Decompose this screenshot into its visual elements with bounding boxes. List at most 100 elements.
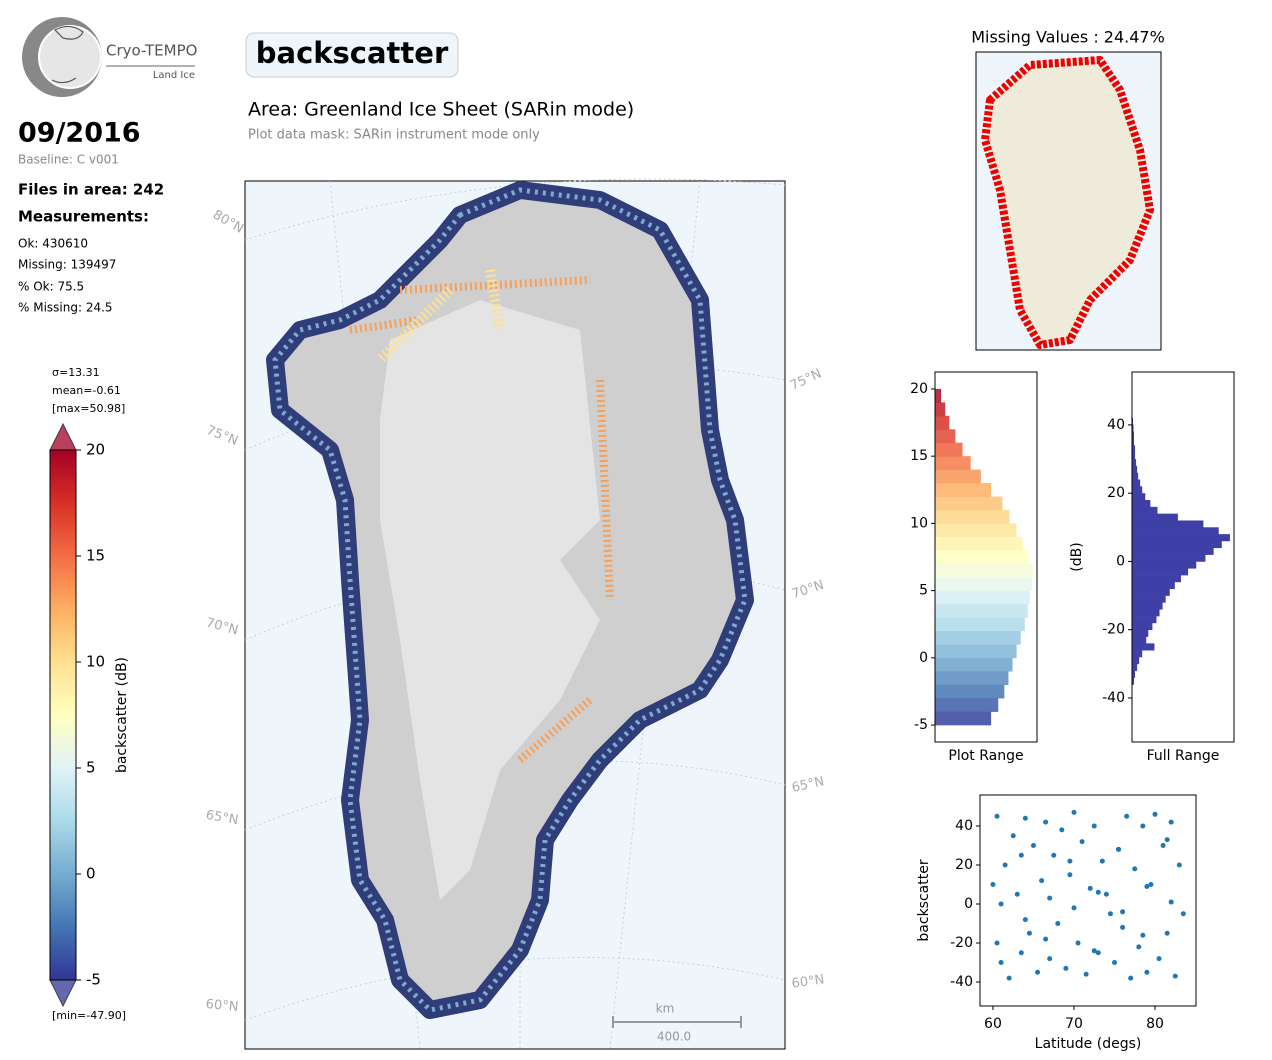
hist-bar (1132, 588, 1170, 596)
hist-bar (935, 469, 981, 484)
x-tick-label: 60 (984, 1016, 1002, 1032)
x-label: Plot Range (948, 748, 1023, 764)
y-tick-label: 20 (910, 381, 928, 397)
hist-bar (1132, 663, 1138, 671)
hist-bar (935, 536, 1023, 551)
hist-bar (935, 644, 1017, 659)
logo-title: Cryo-TEMPO (106, 42, 197, 60)
hist-bar (1132, 636, 1147, 644)
cb-min: [min=-47.90] (52, 1009, 126, 1022)
point (1124, 813, 1130, 819)
x-label: Latitude (degs) (1035, 1036, 1142, 1052)
stat: Missing: 139497 (18, 258, 116, 272)
stat: % Missing: 24.5 (18, 301, 113, 315)
y-tick-label: 0 (964, 896, 973, 912)
y-tick-label: 15 (910, 448, 928, 464)
logo-disc (38, 25, 102, 89)
scale-length: 400.0 (657, 1030, 691, 1044)
ice-interior (380, 300, 600, 900)
y-tick-label: 5 (919, 583, 928, 599)
hist-bar (1132, 431, 1135, 439)
hist-bar (935, 711, 992, 726)
cb-extend-max (49, 422, 77, 451)
hist-bar (1132, 506, 1158, 514)
hist-bar (935, 442, 963, 457)
hist-bar (1132, 581, 1175, 590)
point (1136, 944, 1142, 950)
point (1164, 930, 1170, 936)
hist-bar (1132, 575, 1181, 583)
hist-bar (935, 617, 1025, 632)
hist-bar (1132, 609, 1160, 617)
missing-map: Missing Values : 24.47% (971, 28, 1165, 351)
cb-extend-min (49, 979, 77, 1008)
cb-label: backscatter (dB) (114, 657, 130, 773)
point (1030, 843, 1036, 849)
y-tick-label: -40 (1102, 690, 1125, 706)
point (998, 960, 1004, 966)
hist-bar (1132, 554, 1206, 562)
point (1075, 940, 1081, 946)
point (1156, 956, 1162, 962)
hist-bar (1132, 616, 1157, 624)
y-tick-label: 10 (910, 515, 928, 531)
point (1071, 809, 1077, 815)
y-label: (dB) (1069, 542, 1085, 571)
cb-stat: [max=50.98] (52, 402, 125, 415)
point (1144, 969, 1150, 975)
hist-bar (935, 604, 1028, 618)
hist-bar (1132, 499, 1151, 508)
point (1180, 911, 1186, 917)
hist-bar (935, 415, 950, 430)
point (1160, 843, 1166, 849)
hist-bar (1132, 643, 1155, 651)
date: 09/2016 (18, 118, 141, 149)
point (1047, 956, 1053, 962)
x-label: Full Range (1147, 748, 1220, 764)
hist-bar (1132, 540, 1222, 549)
point (1055, 921, 1061, 927)
point (1176, 862, 1182, 868)
point (1107, 911, 1113, 917)
point (1111, 960, 1117, 966)
point (1091, 948, 1097, 954)
lat-label: 70°N (204, 616, 240, 639)
hist-bar (935, 402, 946, 417)
lat-label: 65°N (790, 774, 825, 795)
hist-bar (1132, 527, 1219, 535)
point (998, 901, 1004, 907)
hist-bar (1132, 568, 1189, 576)
lat-label: 70°N (790, 578, 826, 602)
hist-bar (935, 496, 1003, 511)
logo-shape (51, 25, 84, 84)
lat-label: 65°N (205, 808, 240, 828)
y-tick-label: 40 (955, 818, 973, 834)
hist-bar (935, 630, 1021, 645)
y-tick-label: 20 (955, 857, 973, 873)
files: Files in area: 242 (18, 181, 164, 199)
hist-bar (935, 388, 942, 403)
point (1043, 819, 1049, 825)
title-box (245, 32, 459, 78)
point (1071, 905, 1077, 911)
point (1120, 909, 1126, 915)
point (1051, 852, 1057, 858)
point (990, 882, 996, 888)
hist-bar (1132, 438, 1135, 446)
colorbar (49, 449, 77, 981)
hist-bar (935, 509, 1010, 524)
stat: % Ok: 75.5 (18, 280, 84, 294)
point (1022, 815, 1028, 821)
point (1035, 969, 1041, 975)
cb-stat: σ=13.31 (52, 366, 100, 379)
area: Area: Greenland Ice Sheet (SARin mode) (248, 99, 634, 121)
hist-bar (1132, 459, 1137, 467)
point (1010, 833, 1016, 839)
x-tick-label: 80 (1146, 1016, 1164, 1032)
point (1059, 827, 1065, 833)
hist-bar (1132, 670, 1136, 678)
point (1039, 878, 1045, 884)
cb-tick-label: 15 (86, 547, 105, 565)
hist-bar (935, 550, 1029, 565)
